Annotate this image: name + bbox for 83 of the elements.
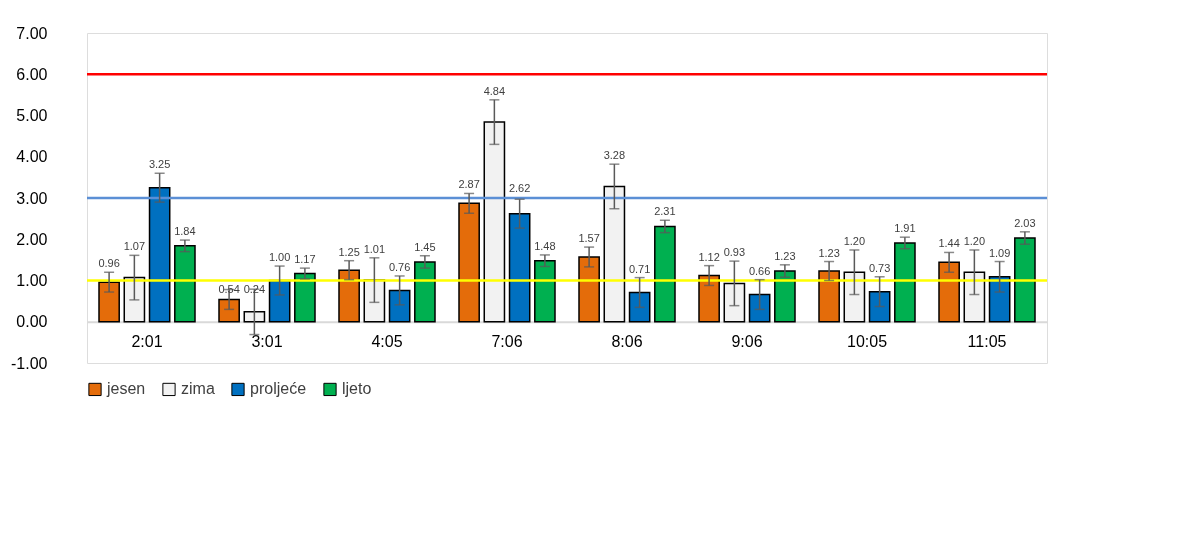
y-tick-label: -1.00 [11,354,48,372]
data-label: 4.84 [483,84,506,97]
x-tick-label: 2:01 [131,333,163,351]
x-tick-label: 11:05 [967,333,1007,351]
data-label: 1.12 [698,250,720,263]
y-tick-label: 5.00 [16,107,48,124]
data-label: 1.23 [774,249,796,262]
legend-label: proljeće [250,380,307,398]
data-label: 0.71 [628,262,651,275]
x-tick-label: 4:05 [371,333,403,351]
data-label: 1.23 [818,246,840,259]
data-label: 1.44 [938,237,960,250]
bar [508,212,531,323]
bar [628,291,651,323]
y-tick-label: 0.00 [16,313,48,331]
data-label: 0.76 [388,260,411,273]
bar [748,293,771,323]
bar [338,269,360,323]
data-label: 2.03 [1014,216,1036,229]
bar [458,202,480,323]
data-label: 3.25 [148,158,171,171]
data-label: 1.01 [363,242,386,255]
bar [603,185,626,323]
data-label: 3.28 [603,149,626,162]
x-tick-label: 10:05 [846,333,888,351]
data-label: 1.00 [268,251,291,264]
y-tick-label: 4.00 [16,148,48,166]
data-label: 1.25 [338,245,360,258]
bar [268,279,291,323]
data-label: 0.66 [748,264,771,277]
x-tick-label: 8:06 [611,333,643,351]
bar [723,282,746,323]
bar [174,245,196,323]
bar [388,289,411,323]
data-label: 1.45 [414,240,436,253]
y-tick-label: 6.00 [16,65,48,83]
data-label: 1.17 [294,253,316,266]
legend-label: jesen [106,380,146,398]
y-tick-label: 3.00 [16,189,48,207]
bar [654,225,676,323]
data-label: 1.57 [578,232,600,245]
bar [218,298,240,323]
y-tick-label: 1.00 [16,272,48,289]
y-tick-label: 7.00 [16,24,48,42]
bar [1014,237,1036,323]
bar [148,186,171,323]
legend-label: ljeto [342,380,372,398]
data-label: 0.96 [98,257,120,270]
data-label: 0.54 [218,282,240,295]
data-label: 0.93 [723,246,746,259]
bar [534,259,556,323]
data-label: 1.20 [843,234,866,247]
data-label: 2.87 [458,178,480,191]
bar [483,121,506,323]
bar [363,279,386,323]
bar [938,261,960,323]
bar [98,281,120,323]
x-tick-label: 9:06 [731,333,763,351]
bar [894,242,916,323]
bar [578,256,600,323]
bar [988,276,1011,323]
data-label: 1.84 [174,225,196,238]
data-label: 0.24 [243,282,266,295]
bar [243,311,266,323]
bar [698,274,720,323]
bar [868,290,891,323]
data-label: 1.09 [988,246,1011,259]
data-label: 0.73 [868,261,891,274]
bar [963,271,986,323]
data-label: 1.48 [534,239,556,252]
y-tick-label: 2.00 [16,230,48,248]
bar [414,261,436,323]
data-label: 1.07 [123,240,146,253]
x-tick-label: 3:01 [251,333,283,351]
data-label: 2.31 [654,205,676,218]
x-tick-label: 7:06 [491,333,523,351]
bar [294,272,316,323]
bar [818,270,840,323]
data-label: 2.62 [508,182,531,194]
data-label: 1.20 [963,234,986,247]
data-label: 1.91 [894,222,916,235]
legend-label: zima [181,380,215,398]
bar [843,271,866,323]
